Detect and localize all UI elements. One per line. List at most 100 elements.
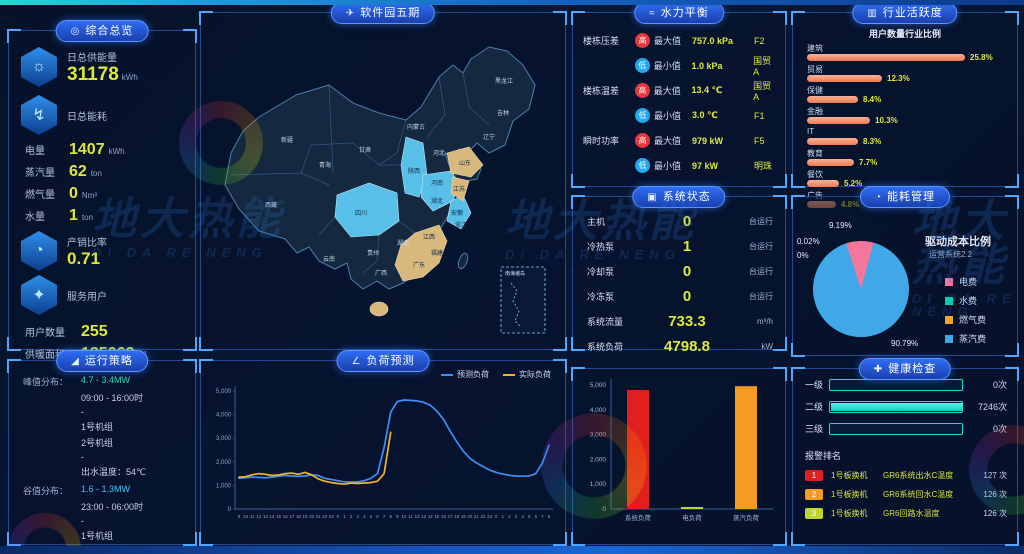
hydraulic-row: 低 最小值 1.0 kPa 国贸A xyxy=(583,54,777,77)
svg-text:山东: 山东 xyxy=(459,159,471,167)
panel-health-header[interactable]: ✚ 健康检查 xyxy=(858,358,952,380)
health-level-bars: 一级 0次 二级 7246次 三级 0次 xyxy=(793,378,1017,435)
svg-text:辽宁: 辽宁 xyxy=(483,133,495,141)
industry-bar-item: 教育 7.7% xyxy=(807,149,878,167)
panel-industry: ▥ 行业活跃度 用户数量行业比例 建筑 25.8% 贸易 12.3% 保健 8.4% 金… xyxy=(791,2,1019,209)
svg-text:22: 22 xyxy=(322,514,327,519)
svg-text:内蒙古: 内蒙古 xyxy=(407,123,425,131)
panel-energy-header[interactable]: ◔ 能耗管理 xyxy=(859,186,951,208)
svg-text:23: 23 xyxy=(329,514,334,519)
hydraulic-row: 瞬时功率 高 最大值 979 kW F5 xyxy=(583,129,777,152)
svg-text:6: 6 xyxy=(376,514,379,519)
supply-value: 31178 kWh xyxy=(67,63,138,85)
panel-map-header[interactable]: ✈ 软件园五期 xyxy=(330,2,436,24)
alarm-row[interactable]: 1 1号板换机 GR6系统出水C温度 127 次 xyxy=(805,470,1007,481)
svg-text:5: 5 xyxy=(370,514,373,519)
consumption-label: 日总能耗 xyxy=(67,111,107,123)
pie-label: 90.79% xyxy=(891,339,919,348)
service-label: 服务用户 xyxy=(67,291,107,303)
svg-text:0: 0 xyxy=(495,514,498,519)
panel-hydraulic-header[interactable]: ≈ 水力平衡 xyxy=(634,2,724,24)
svg-text:8: 8 xyxy=(548,514,551,519)
panel-map: ✈ 软件园五期 xyxy=(199,2,567,351)
svg-text:5,000: 5,000 xyxy=(216,389,232,395)
hydraulic-balance-icon: ≈ xyxy=(649,8,656,19)
svg-text:23: 23 xyxy=(487,514,492,519)
pie-subtitle: 运营系统2.2 xyxy=(929,250,973,259)
svg-text:广西: 广西 xyxy=(375,269,387,277)
svg-text:17: 17 xyxy=(448,514,453,519)
industry-activity-icon: ▥ xyxy=(867,8,878,19)
svg-text:17: 17 xyxy=(289,514,294,519)
svg-text:福建: 福建 xyxy=(431,249,443,257)
alarm-row[interactable]: 2 1号板换机 GR6系统回水C温度 126 次 xyxy=(805,489,1007,500)
pie-legend[interactable]: 电费水费燃气费蒸汽费 xyxy=(945,269,986,345)
panel-status-header[interactable]: ▣ 系统状态 xyxy=(632,186,726,208)
svg-text:江西: 江西 xyxy=(423,234,435,241)
panel-overview-header[interactable]: ◎ 综合总览 xyxy=(55,20,149,42)
svg-text:7: 7 xyxy=(383,514,386,519)
svg-text:15: 15 xyxy=(434,514,439,519)
svg-text:5: 5 xyxy=(528,514,531,519)
svg-text:3: 3 xyxy=(356,514,359,519)
svg-text:13: 13 xyxy=(263,514,268,519)
panel-hydraulic: ≈ 水力平衡 楼栋压差 高 最大值 757.0 kPa F2 低 最小值 1.0 kPa… xyxy=(571,2,787,188)
pie-legend-item[interactable]: 电费 xyxy=(945,275,986,288)
svg-text:4: 4 xyxy=(363,514,366,519)
status-row: 冷却泵 0 台运行 xyxy=(587,262,773,280)
status-row: 系统流量 733.3 m³/h xyxy=(587,312,773,330)
svg-text:系统负荷: 系统负荷 xyxy=(625,513,652,522)
svg-text:4,000: 4,000 xyxy=(216,413,232,419)
svg-text:河南: 河南 xyxy=(431,179,443,187)
cost-pie-chart[interactable] xyxy=(813,241,909,337)
svg-text:3,000: 3,000 xyxy=(216,436,232,442)
alarm-rank-badge: 3 xyxy=(805,508,823,519)
svg-text:20: 20 xyxy=(467,514,472,519)
svg-text:贵州: 贵州 xyxy=(367,249,379,257)
panel-industry-header[interactable]: ▥ 行业活跃度 xyxy=(852,2,958,24)
valley-distribution: 谷值分布： 1.6 - 1.3MW xyxy=(23,484,131,496)
alarm-rank-list: 1 1号板换机 GR6系统出水C温度 127 次 2 1号板换机 GR6系统回水C温度 1… xyxy=(793,470,1017,519)
panel-load-bars: 0 1,000 2,000 3,000 4,000 5,000 系统负荷 电负荷 蒸汽负荷 xyxy=(571,367,787,546)
alarm-rank-badge: 1 xyxy=(805,470,823,481)
svg-text:16: 16 xyxy=(441,514,446,519)
energy-consumption-icon: ↯ xyxy=(21,95,57,135)
health-check-icon: ✚ xyxy=(873,364,884,375)
svg-text:21: 21 xyxy=(474,514,479,519)
svg-text:4,000: 4,000 xyxy=(590,407,607,414)
industry-bar-item: 餐饮 5.2% xyxy=(807,170,863,188)
svg-text:19: 19 xyxy=(461,514,466,519)
status-row: 冷热泵 1 台运行 xyxy=(587,237,773,255)
panel-overview: ◎ 综合总览 ☼ 日总供能量 31178 kWh ↯ 日总能耗 电量 1407 kWh … xyxy=(7,20,197,362)
svg-text:2: 2 xyxy=(508,514,511,519)
hydraulic-rows: 楼栋压差 高 最大值 757.0 kPa F2 低 最小值 1.0 kPa 国贸A 楼栋温… xyxy=(573,29,785,177)
status-row: 主机 0 台运行 xyxy=(587,212,773,230)
svg-text:13: 13 xyxy=(421,514,426,519)
svg-text:甘肃: 甘肃 xyxy=(359,146,371,154)
low-badge: 低 xyxy=(635,158,650,173)
svg-text:0: 0 xyxy=(337,514,340,519)
hydraulic-row: 楼栋压差 高 最大值 757.0 kPa F2 xyxy=(583,29,777,52)
alarm-row[interactable]: 3 1号板换机 GR6回路水温度 126 次 xyxy=(805,508,1007,519)
panel-forecast-header[interactable]: ∠ 负荷预测 xyxy=(336,350,430,372)
pie-legend-item[interactable]: 水费 xyxy=(945,294,986,307)
panel-strategy-header[interactable]: ◢ 运行策略 xyxy=(56,350,148,372)
svg-text:3: 3 xyxy=(515,514,518,519)
svg-text:河北: 河北 xyxy=(433,149,445,157)
industry-bar-list: 建筑 25.8% 贸易 12.3% 保健 8.4% 金融 10.3% IT 8.3% 教育… xyxy=(793,43,1017,209)
supply-label: 日总供能量 xyxy=(67,52,117,64)
pie-legend-item[interactable]: 燃气费 xyxy=(945,313,986,326)
svg-text:21: 21 xyxy=(316,514,321,519)
service-users-icon: ✦ xyxy=(21,275,57,315)
svg-text:1: 1 xyxy=(502,514,505,519)
hydraulic-row: 低 最小值 97 kW 明珠 xyxy=(583,154,777,177)
status-row: 系统负荷 4798.8 kW xyxy=(587,337,773,355)
low-badge: 低 xyxy=(635,108,650,123)
svg-text:江苏: 江苏 xyxy=(453,185,465,193)
svg-text:12: 12 xyxy=(415,514,420,519)
forecast-legend[interactable]: 预测负荷 实际负荷 xyxy=(441,369,551,380)
south-china-sea-inset: 南海诸岛 xyxy=(500,266,546,334)
users-row: 用户数量 255 xyxy=(25,323,108,340)
pie-legend-item[interactable]: 蒸汽费 xyxy=(945,332,986,345)
